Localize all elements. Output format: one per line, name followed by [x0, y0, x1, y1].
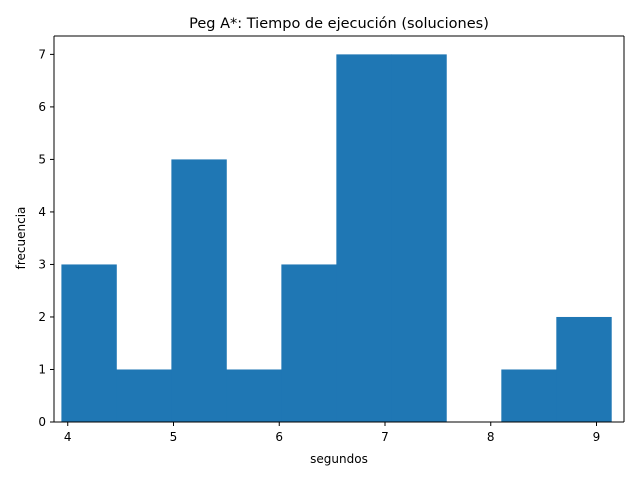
y-tick-label: 6 — [38, 100, 46, 114]
bars-group — [61, 54, 612, 422]
x-axis-label: segundos — [310, 452, 368, 466]
x-ticks-group: 4 5 6 7 8 9 — [64, 422, 600, 444]
histogram-bar — [116, 369, 172, 422]
x-tick-label: 7 — [381, 430, 389, 444]
chart-title: Peg A*: Tiempo de ejecución (soluciones) — [189, 16, 489, 32]
histogram-bar — [226, 369, 282, 422]
y-tick-label: 3 — [38, 257, 46, 271]
y-tick-label: 5 — [38, 152, 46, 166]
y-tick-label: 0 — [38, 415, 46, 429]
y-tick-label: 1 — [38, 362, 46, 376]
histogram-bar — [281, 264, 337, 422]
y-tick-label: 7 — [38, 47, 46, 61]
histogram-bar — [171, 159, 227, 422]
y-axis-label: frecuencia — [14, 207, 28, 270]
histogram-bar — [391, 54, 447, 422]
histogram-bar — [556, 316, 612, 422]
x-tick-label: 9 — [593, 430, 601, 444]
x-tick-label: 6 — [275, 430, 283, 444]
x-tick-label: 4 — [64, 430, 72, 444]
histogram-bar — [336, 54, 392, 422]
y-tick-label: 2 — [38, 310, 46, 324]
x-tick-label: 5 — [170, 430, 178, 444]
y-ticks-group: 0 1 2 3 4 5 6 7 — [38, 47, 54, 429]
histogram-bar — [61, 264, 117, 422]
histogram-bar — [501, 369, 557, 422]
x-tick-label: 8 — [487, 430, 495, 444]
axes-group — [53, 35, 625, 423]
y-tick-label: 4 — [38, 205, 46, 219]
